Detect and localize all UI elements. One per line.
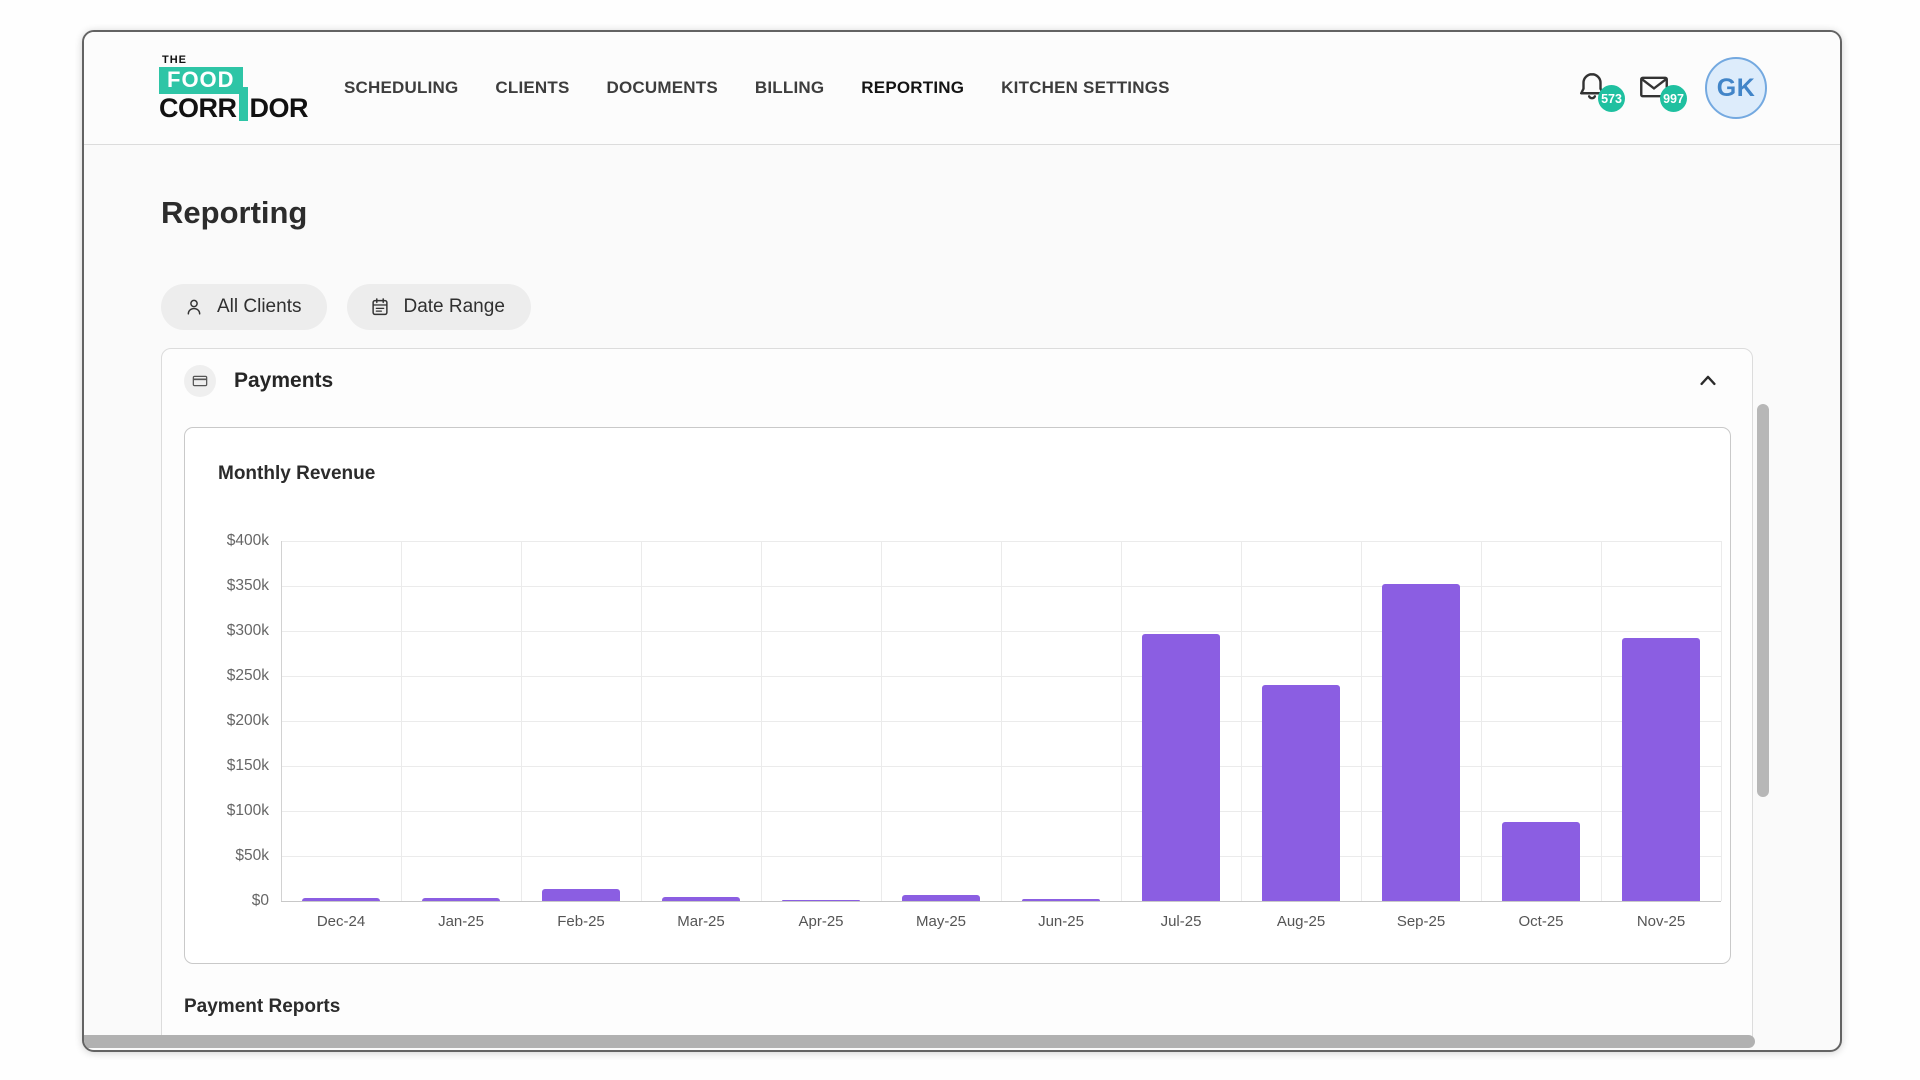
y-axis-tick-label: $250k: [226, 667, 269, 684]
x-axis-tick-label: Dec-24: [316, 913, 366, 930]
date-range-filter-button[interactable]: Date Range: [347, 284, 531, 330]
v-gridline: [401, 541, 402, 901]
nav-item-scheduling[interactable]: SCHEDULING: [344, 78, 459, 97]
x-axis-tick-label: Aug-25: [1276, 913, 1326, 930]
nav-item-billing[interactable]: BILLING: [754, 78, 825, 97]
date-range-label: Date Range: [403, 296, 505, 317]
bar-mar-25[interactable]: [662, 896, 740, 901]
v-gridline: [521, 541, 522, 901]
y-axis-tick-label: $200k: [226, 712, 269, 729]
v-gridline: [1721, 541, 1722, 901]
person-icon: [187, 299, 201, 315]
x-axis-tick-label: Jul-25: [1160, 913, 1202, 930]
x-axis-tick-label: Mar-25: [677, 913, 725, 930]
x-axis-tick-label: May-25: [915, 913, 967, 930]
bar-dec-24[interactable]: [302, 898, 380, 901]
user-avatar[interactable]: GK: [1705, 57, 1767, 119]
bell-badge-count: 573: [1598, 85, 1625, 112]
y-axis-tick-label: $0: [251, 892, 269, 909]
nav-item-documents[interactable]: DOCUMENTS: [606, 78, 718, 97]
bar-aug-25[interactable]: [1262, 685, 1340, 901]
bar-chart-plot-area: $400k $350k $300k $250k $200k $150k $100k $50k $…: [227, 532, 1722, 930]
y-axis-tick-label: $400k: [226, 532, 269, 549]
logo-dor-text: DOR: [249, 92, 309, 123]
logo-the-text: THE: [162, 53, 187, 66]
h-gridline: [281, 901, 1721, 902]
bar-may-25[interactable]: [902, 894, 980, 901]
page-title: Reporting: [161, 195, 308, 230]
all-clients-label: All Clients: [217, 296, 302, 317]
logo-corridor-text: CORR DOR: [159, 87, 309, 123]
nav-item-kitchen-settings[interactable]: KITCHEN SETTINGS: [1001, 78, 1170, 97]
y-axis-tick-label: $350k: [226, 577, 269, 594]
messages-button[interactable]: 997: [1637, 68, 1687, 112]
x-axis-tick-label: Feb-25: [557, 913, 605, 930]
bar-jul-25[interactable]: [1142, 633, 1220, 901]
main-nav: SCHEDULING CLIENTS DOCUMENTS BILLING REPORTI…: [344, 78, 1170, 98]
header-actions: 573 997 GK: [1575, 57, 1767, 119]
v-gridline: [881, 541, 882, 901]
v-gridline: [761, 541, 762, 901]
messages-badge-count: 997: [1660, 85, 1687, 112]
chart-title: Monthly Revenue: [218, 463, 376, 484]
payments-panel-header[interactable]: Payments: [162, 349, 1752, 397]
y-axis-tick-label: $150k: [226, 757, 269, 774]
v-gridline: [1241, 541, 1242, 901]
x-axis-tick-label: Nov-25: [1636, 913, 1686, 930]
v-gridline: [1361, 541, 1362, 901]
chevron-up-icon[interactable]: [1694, 367, 1722, 395]
bar-nov-25[interactable]: [1622, 638, 1700, 901]
payment-reports-title: Payment Reports: [184, 996, 341, 1017]
all-clients-filter-button[interactable]: All Clients: [161, 284, 328, 330]
calendar-icon: [372, 298, 389, 316]
logo-corr-text: CORR: [159, 92, 237, 123]
v-gridline: [641, 541, 642, 901]
y-axis-tick-label: $100k: [226, 802, 269, 819]
payments-icon-circle: [184, 365, 216, 397]
v-gridline: [1601, 541, 1602, 901]
food-corridor-logo[interactable]: THE FOOD CORR DOR: [159, 53, 309, 123]
bar-jan-25[interactable]: [422, 898, 500, 901]
app-window: THE FOOD CORR DOR SCHEDULING CLIENTS DOCUM…: [82, 30, 1842, 1052]
horizontal-scrollbar-thumb[interactable]: [84, 1035, 1755, 1048]
bar-feb-25[interactable]: [542, 889, 620, 901]
logo-i-bar: [238, 87, 248, 121]
page-content: Reporting All Clients Date Range: [84, 195, 1840, 1048]
logo-food-text: FOOD: [159, 66, 243, 94]
x-axis-tick-label: Jun-25: [1038, 913, 1084, 930]
x-axis-tick-label: Jan-25: [438, 913, 484, 930]
vertical-scrollbar-thumb[interactable]: [1757, 404, 1769, 797]
y-axis-tick-label: $50k: [235, 847, 269, 864]
y-axis-tick-label: $300k: [226, 622, 269, 639]
v-gridline: [281, 541, 282, 901]
bar-oct-25[interactable]: [1502, 821, 1580, 901]
payments-panel: Payments Monthly Revenue $400k $350k $300k…: [161, 348, 1753, 1048]
monthly-revenue-chart-card: Monthly Revenue $400k $350k $300k $250k $200…: [184, 427, 1731, 964]
filter-bar: All Clients Date Range: [161, 284, 1840, 330]
x-axis-tick-label: Apr-25: [798, 913, 844, 930]
notifications-bell-button[interactable]: 573: [1575, 68, 1625, 112]
v-gridline: [1001, 541, 1002, 901]
nav-item-reporting[interactable]: REPORTING: [861, 78, 965, 97]
v-gridline: [1121, 541, 1122, 901]
x-axis-tick-label: Oct-25: [1518, 913, 1564, 930]
bar-jun-25[interactable]: [1022, 899, 1100, 901]
top-navigation-bar: THE FOOD CORR DOR SCHEDULING CLIENTS DOCUM…: [84, 32, 1840, 145]
bell-icon: [1580, 73, 1604, 100]
v-gridline: [1481, 541, 1482, 901]
nav-item-clients[interactable]: CLIENTS: [495, 78, 570, 97]
bar-apr-25[interactable]: [782, 899, 860, 901]
x-axis-tick-label: Sep-25: [1396, 913, 1446, 930]
credit-card-icon: [192, 375, 208, 387]
payments-panel-title: Payments: [234, 369, 334, 392]
bar-sep-25[interactable]: [1382, 584, 1460, 901]
